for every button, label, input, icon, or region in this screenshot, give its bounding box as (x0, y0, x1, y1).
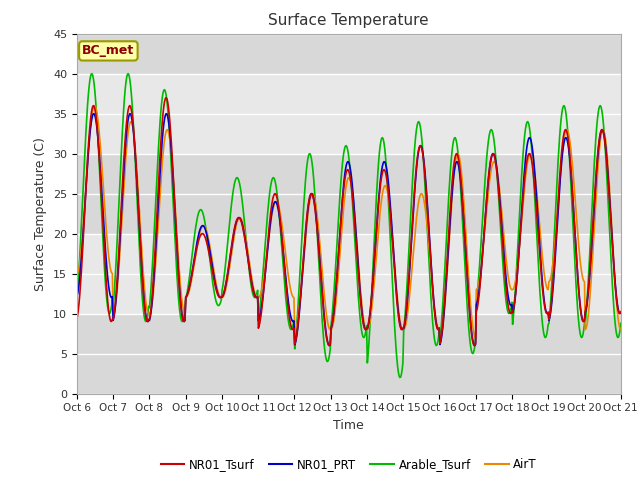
NR01_PRT (73, 294, 81, 300)
Arable_Tsurf (73, 296, 81, 302)
Bar (77, 0, 621, 73)
NR01_Tsurf (223, 272, 231, 277)
NR01_Tsurf (139, 280, 147, 286)
Line: NR01_Tsurf: NR01_Tsurf (77, 97, 621, 346)
Arable_Tsurf (88, 71, 96, 76)
AirT (223, 278, 231, 284)
NR01_PRT (433, 320, 440, 326)
NR01_Tsurf (162, 95, 170, 100)
Arable_Tsurf (433, 343, 440, 348)
NR01_PRT (617, 310, 625, 315)
AirT (195, 236, 202, 241)
AirT (90, 103, 98, 108)
AirT (617, 327, 625, 333)
Bar (77, 154, 621, 234)
Line: AirT: AirT (77, 106, 621, 337)
Arable_Tsurf (140, 307, 147, 313)
NR01_Tsurf (417, 143, 424, 148)
AirT (436, 335, 444, 340)
Legend: NR01_Tsurf, NR01_PRT, Arable_Tsurf, AirT: NR01_Tsurf, NR01_PRT, Arable_Tsurf, AirT (156, 454, 541, 476)
AirT (73, 271, 81, 276)
AirT (83, 173, 90, 179)
NR01_PRT (195, 232, 202, 238)
NR01_PRT (83, 174, 90, 180)
NR01_Tsurf (83, 172, 90, 178)
NR01_Tsurf (326, 343, 333, 348)
Arable_Tsurf (617, 321, 625, 326)
AirT (431, 312, 439, 318)
NR01_Tsurf (195, 238, 202, 243)
NR01_PRT (223, 274, 231, 279)
Bar (77, 73, 621, 154)
Bar (77, 313, 621, 394)
Arable_Tsurf (83, 117, 90, 122)
NR01_PRT (326, 343, 333, 348)
AirT (416, 194, 424, 200)
NR01_PRT (140, 288, 147, 294)
X-axis label: Time: Time (333, 419, 364, 432)
NR01_Tsurf (617, 309, 625, 315)
Line: NR01_PRT: NR01_PRT (77, 114, 621, 346)
Y-axis label: Surface Temperature (C): Surface Temperature (C) (35, 137, 47, 290)
Arable_Tsurf (396, 375, 404, 381)
Arable_Tsurf (417, 124, 424, 130)
NR01_Tsurf (73, 317, 81, 323)
AirT (140, 272, 147, 277)
Line: Arable_Tsurf: Arable_Tsurf (77, 73, 621, 378)
Text: BC_met: BC_met (82, 44, 134, 58)
NR01_PRT (90, 111, 97, 117)
Arable_Tsurf (195, 210, 202, 216)
Title: Surface Temperature: Surface Temperature (269, 13, 429, 28)
NR01_Tsurf (433, 322, 440, 327)
Arable_Tsurf (223, 243, 231, 249)
NR01_PRT (417, 143, 424, 149)
Bar (77, 234, 621, 313)
